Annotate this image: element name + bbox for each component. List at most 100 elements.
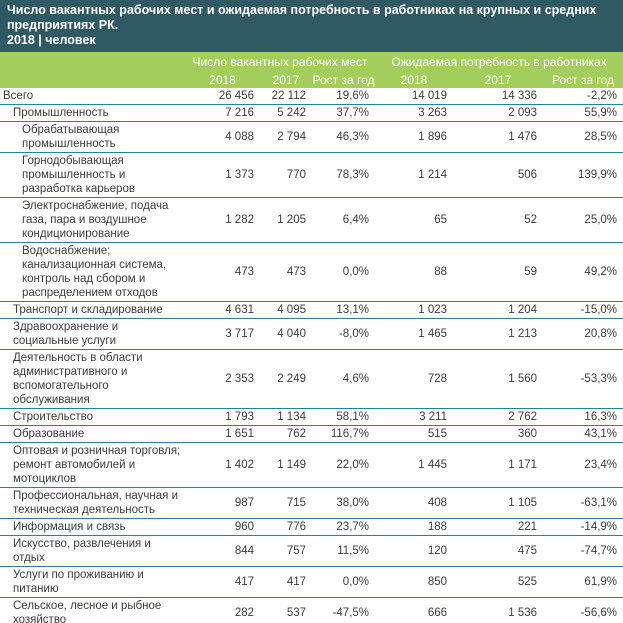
cell-vacancies-2017: 1 149 <box>260 442 312 488</box>
cell-need-2017: 1 476 <box>453 121 544 153</box>
cell-need-growth: -15,0% <box>543 301 623 319</box>
cell-need-growth: 43,1% <box>543 425 623 443</box>
cell-vacancies-2018: 2 353 <box>185 349 260 409</box>
row-label: Горнодобывающая промышленность и разрабо… <box>0 152 185 198</box>
cell-vacancies-growth: 11,5% <box>312 535 376 567</box>
cell-vacancies-growth: 0,0% <box>312 242 376 302</box>
cell-need-2017: 14 336 <box>453 88 544 105</box>
cell-vacancies-2018: 7 216 <box>185 104 260 122</box>
table-row: Строительство 1 793 1 134 58,1% 3 211 2 762 16… <box>0 408 623 426</box>
cell-vacancies-growth: 116,7% <box>312 425 376 443</box>
cell-vacancies-growth: 38,0% <box>312 487 376 519</box>
table-row: Образование 1 651 762 116,7% 515 360 43,1% <box>0 425 623 443</box>
row-label: Информация и связь <box>0 518 185 536</box>
row-label: Образование <box>0 425 185 443</box>
table-row: Обрабатывающая промышленность 4 088 2 794 4… <box>0 121 623 153</box>
cell-need-2017: 525 <box>453 566 544 598</box>
cell-need-growth: -63,1% <box>543 487 623 519</box>
cell-need-growth: 25,0% <box>543 197 623 243</box>
table-row: Искусство, развлечения и отдых 844 757 11,5… <box>0 535 623 567</box>
table-row: Водоснабжение; канализационная система, … <box>0 242 623 302</box>
table-row: Оптовая и розничная торговля; ремонт авт… <box>0 442 623 488</box>
column-header-vacancies-2017: 2017 <box>260 71 312 88</box>
cell-need-2018: 1 465 <box>375 318 454 350</box>
cell-vacancies-2018: 1 373 <box>185 152 260 198</box>
row-label: Электроснабжение, подача газа, пара и во… <box>0 197 185 243</box>
cell-vacancies-growth: 13,1% <box>312 301 376 319</box>
cell-vacancies-2018: 987 <box>185 487 260 519</box>
cell-need-2017: 59 <box>453 242 544 302</box>
row-label: Промышленность <box>0 104 185 122</box>
cell-vacancies-2017: 776 <box>260 518 312 536</box>
cell-need-2018: 120 <box>375 535 454 567</box>
cell-vacancies-growth: 23,7% <box>312 518 376 536</box>
row-label: Всего <box>0 88 185 105</box>
table-row: Профессиональная, научная и техническая … <box>0 487 623 519</box>
cell-vacancies-growth: 37,7% <box>312 104 376 122</box>
row-label: Оптовая и розничная торговля; ремонт авт… <box>0 442 185 488</box>
column-group-header-row: Число вакантных рабочих мест Ожидаемая п… <box>0 52 623 71</box>
empty-header-cell <box>0 71 185 88</box>
table-row: Услуги по проживанию и питанию 417 417 0,0%… <box>0 566 623 598</box>
cell-vacancies-2017: 757 <box>260 535 312 567</box>
row-label: Искусство, развлечения и отдых <box>0 535 185 567</box>
cell-need-2017: 1 213 <box>453 318 544 350</box>
row-label: Сельское, лесное и рыбное хозяйство <box>0 597 185 623</box>
cell-need-growth: 61,9% <box>543 566 623 598</box>
cell-need-2018: 3 263 <box>375 104 454 122</box>
cell-vacancies-2018: 3 717 <box>185 318 260 350</box>
cell-vacancies-2017: 2 249 <box>260 349 312 409</box>
cell-need-growth: 23,4% <box>543 442 623 488</box>
row-label: Деятельность в области административного… <box>0 349 185 409</box>
cell-vacancies-2018: 1 282 <box>185 197 260 243</box>
column-header-row: 2018 2017 Рост за год 2018 2017 Рост за … <box>0 71 623 88</box>
column-group-need: Ожидаемая потребность в работниках <box>375 52 623 71</box>
cell-vacancies-2018: 844 <box>185 535 260 567</box>
cell-vacancies-2017: 762 <box>260 425 312 443</box>
cell-need-growth: 16,3% <box>543 408 623 426</box>
cell-vacancies-growth: 78,3% <box>312 152 376 198</box>
table-row: Сельское, лесное и рыбное хозяйство 282 53… <box>0 597 623 623</box>
cell-need-2018: 1 445 <box>375 442 454 488</box>
cell-need-growth: 55,9% <box>543 104 623 122</box>
cell-vacancies-2017: 1 205 <box>260 197 312 243</box>
cell-need-2018: 515 <box>375 425 454 443</box>
column-group-vacancies: Число вакантных рабочих мест <box>185 52 376 71</box>
cell-vacancies-growth: 46,3% <box>312 121 376 153</box>
column-header-vacancies-2018: 2018 <box>185 71 260 88</box>
data-table: Число вакантных рабочих мест Ожидаемая п… <box>0 52 623 623</box>
cell-need-2018: 728 <box>375 349 454 409</box>
cell-need-2017: 221 <box>453 518 544 536</box>
empty-header-cell <box>0 52 185 71</box>
column-header-vacancies-growth: Рост за год <box>312 71 376 88</box>
cell-need-growth: -74,7% <box>543 535 623 567</box>
cell-need-2017: 475 <box>453 535 544 567</box>
cell-vacancies-growth: 58,1% <box>312 408 376 426</box>
cell-vacancies-2017: 1 134 <box>260 408 312 426</box>
cell-vacancies-2017: 22 112 <box>260 88 312 105</box>
table-row: Всего 26 456 22 112 19,6% 14 019 14 336 -2,2% <box>0 88 623 105</box>
table-row: Горнодобывающая промышленность и разрабо… <box>0 152 623 198</box>
column-header-need-2018: 2018 <box>375 71 454 88</box>
cell-vacancies-2018: 473 <box>185 242 260 302</box>
column-header-need-growth: Рост за год <box>543 71 623 88</box>
row-label: Водоснабжение; канализационная система, … <box>0 242 185 302</box>
cell-need-2018: 188 <box>375 518 454 536</box>
cell-vacancies-2018: 1 651 <box>185 425 260 443</box>
table-row: Электроснабжение, подача газа, пара и во… <box>0 197 623 243</box>
cell-need-growth: 28,5% <box>543 121 623 153</box>
cell-need-2017: 2 093 <box>453 104 544 122</box>
cell-need-2018: 14 019 <box>375 88 454 105</box>
cell-vacancies-growth: 6,4% <box>312 197 376 243</box>
cell-vacancies-2018: 960 <box>185 518 260 536</box>
page-title-line2: 2018 | человек <box>7 33 96 47</box>
cell-need-2017: 2 762 <box>453 408 544 426</box>
title-bar: Число вакантных рабочих мест и ожидаемая… <box>0 0 623 52</box>
row-label: Обрабатывающая промышленность <box>0 121 185 153</box>
table-row: Деятельность в области административного… <box>0 349 623 409</box>
cell-need-growth: 20,8% <box>543 318 623 350</box>
cell-vacancies-2017: 715 <box>260 487 312 519</box>
cell-vacancies-2017: 473 <box>260 242 312 302</box>
cell-need-growth: -53,3% <box>543 349 623 409</box>
